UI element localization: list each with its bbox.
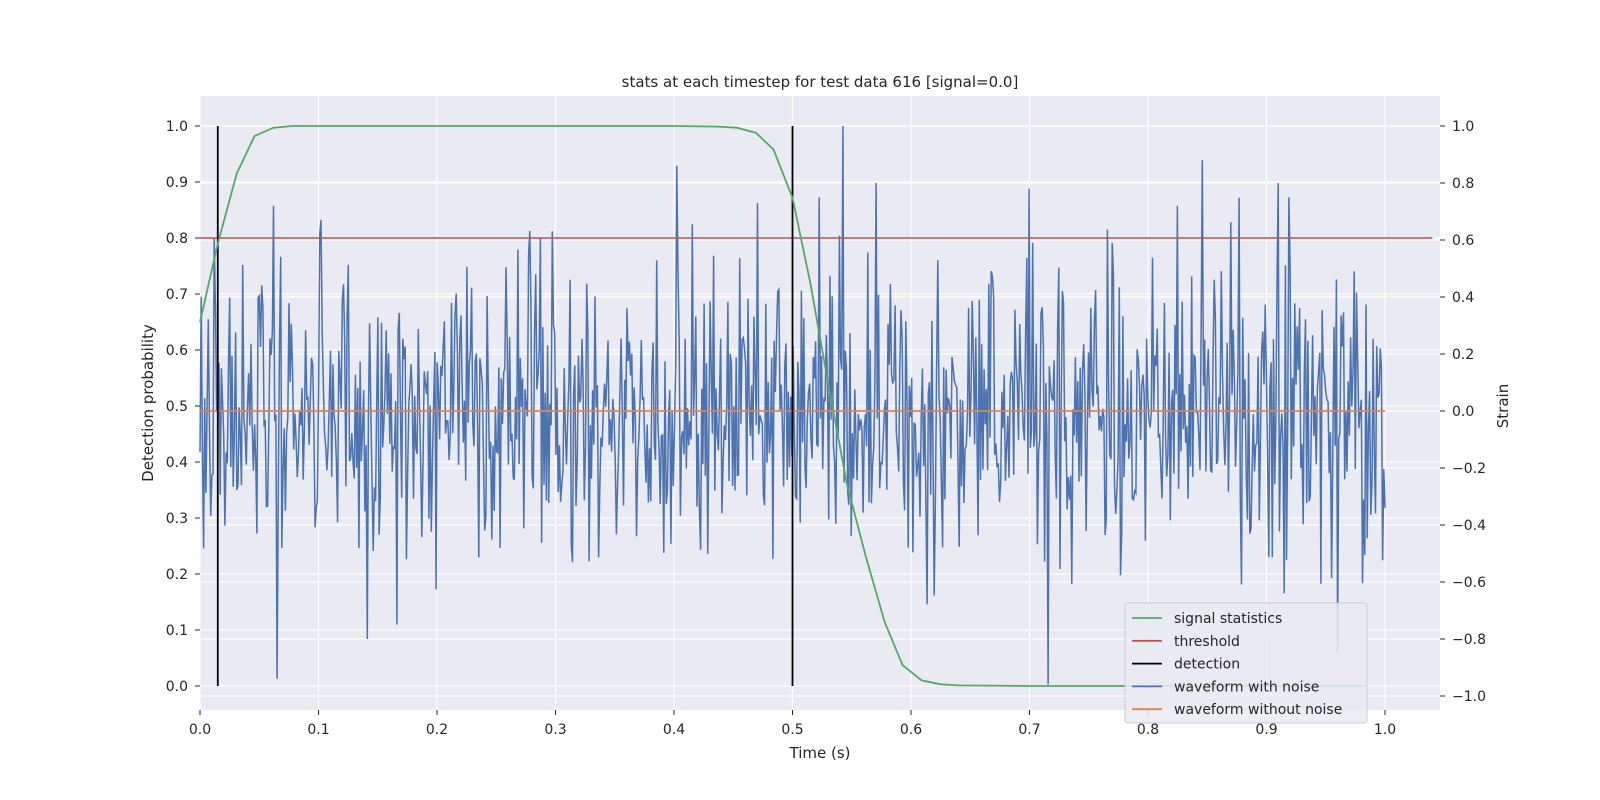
series-signal-statistics xyxy=(199,125,1366,687)
y2-tick-label: 0.0 xyxy=(1452,404,1474,420)
y2-tick-label: 0.2 xyxy=(1452,347,1474,363)
legend-label: signal statistics xyxy=(1174,611,1282,627)
x-axis-label: Time (s) xyxy=(789,744,851,762)
x-tick-label: 0.9 xyxy=(1255,722,1277,738)
y2-tick-label: −1.0 xyxy=(1452,689,1486,705)
y-axis-label: Detection probability xyxy=(139,324,157,482)
y2-tick-label: 0.6 xyxy=(1452,233,1474,249)
x-tick-label: 0.0 xyxy=(189,722,211,738)
y-tick-label: 0.2 xyxy=(166,567,188,583)
x-axis-ticks: 0.0 0.1 0.2 0.3 0.4 0.5 0.6 0.7 0.8 0.9 1.0 xyxy=(189,710,1396,738)
legend-label: waveform with noise xyxy=(1174,679,1319,695)
y2-tick-label: −0.8 xyxy=(1452,632,1486,648)
x-tick-label: 0.7 xyxy=(1018,722,1040,738)
legend-label: threshold xyxy=(1174,634,1240,650)
y-tick-label: 0.4 xyxy=(166,455,188,471)
y2-tick-label: −0.4 xyxy=(1452,518,1486,534)
y-tick-label: 0.5 xyxy=(166,399,188,415)
x-tick-label: 0.6 xyxy=(900,722,922,738)
y-tick-label: 0.6 xyxy=(166,343,188,359)
y2-axis-label: Strain xyxy=(1494,384,1512,428)
legend: signal statistics threshold detection wavef… xyxy=(1124,602,1368,724)
y2-tick-label: −0.2 xyxy=(1452,461,1486,477)
chart-title: stats at each timestep for test data 616… xyxy=(622,73,1019,91)
y-axis-ticks: 0.0 0.1 0.2 0.3 0.4 0.5 0.6 0.7 0.8 0.9 1.0 xyxy=(166,119,200,695)
x-tick-label: 0.5 xyxy=(781,722,803,738)
y2-tick-label: 0.4 xyxy=(1452,290,1474,306)
x-tick-label: 0.8 xyxy=(1137,722,1159,738)
y2-tick-label: 0.8 xyxy=(1452,176,1474,192)
y-tick-label: 1.0 xyxy=(166,119,188,135)
y-tick-label: 0.9 xyxy=(166,175,188,191)
x-tick-label: 0.2 xyxy=(426,722,448,738)
plot-series xyxy=(199,125,1433,687)
x-tick-label: 1.0 xyxy=(1374,722,1396,738)
x-tick-label: 0.4 xyxy=(663,722,685,738)
legend-box xyxy=(1124,602,1368,724)
y2-tick-label: 1.0 xyxy=(1452,119,1474,135)
y2-tick-label: −0.6 xyxy=(1452,575,1486,591)
legend-label: detection xyxy=(1174,657,1240,673)
y-tick-label: 0.0 xyxy=(166,679,188,695)
y-tick-label: 0.3 xyxy=(166,511,188,527)
x-tick-label: 0.3 xyxy=(544,722,566,738)
y2-axis-ticks: −1.0 −0.8 −0.6 −0.4 −0.2 0.0 0.2 0.4 0.6 0.8 1.0 xyxy=(1440,119,1486,705)
x-tick-label: 0.1 xyxy=(307,722,329,738)
y-tick-label: 0.8 xyxy=(166,231,188,247)
y-tick-label: 0.7 xyxy=(166,287,188,303)
y-tick-label: 0.1 xyxy=(166,623,188,639)
legend-label: waveform without noise xyxy=(1174,702,1342,718)
